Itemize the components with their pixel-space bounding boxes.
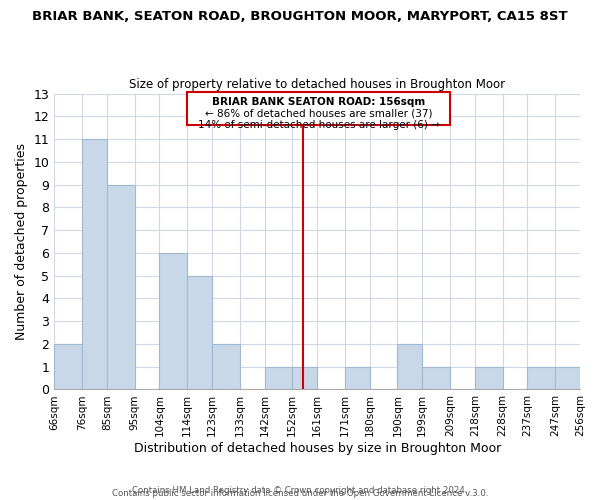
Bar [345, 366, 370, 390]
Text: Contains public sector information licensed under the Open Government Licence v.: Contains public sector information licen… [112, 488, 488, 498]
Text: Contains HM Land Registry data © Crown copyright and database right 2024.: Contains HM Land Registry data © Crown c… [132, 486, 468, 495]
Text: 14% of semi-detached houses are larger (6) →: 14% of semi-detached houses are larger (… [197, 120, 439, 130]
Bar [187, 276, 212, 390]
Bar [82, 139, 107, 390]
Title: Size of property relative to detached houses in Broughton Moor: Size of property relative to detached ho… [129, 78, 505, 91]
Bar [212, 344, 239, 390]
Bar [265, 366, 292, 390]
Bar [397, 344, 422, 390]
Bar [527, 366, 555, 390]
Bar [475, 366, 503, 390]
Bar [54, 344, 82, 390]
Bar [107, 184, 134, 390]
Bar [422, 366, 450, 390]
Y-axis label: Number of detached properties: Number of detached properties [15, 143, 28, 340]
Bar [160, 253, 187, 390]
Bar [555, 366, 580, 390]
X-axis label: Distribution of detached houses by size in Broughton Moor: Distribution of detached houses by size … [134, 442, 501, 455]
Text: ← 86% of detached houses are smaller (37): ← 86% of detached houses are smaller (37… [205, 108, 432, 118]
Bar [292, 366, 317, 390]
Text: BRIAR BANK, SEATON ROAD, BROUGHTON MOOR, MARYPORT, CA15 8ST: BRIAR BANK, SEATON ROAD, BROUGHTON MOOR,… [32, 10, 568, 23]
Text: BRIAR BANK SEATON ROAD: 156sqm: BRIAR BANK SEATON ROAD: 156sqm [212, 97, 425, 107]
FancyBboxPatch shape [187, 92, 450, 126]
